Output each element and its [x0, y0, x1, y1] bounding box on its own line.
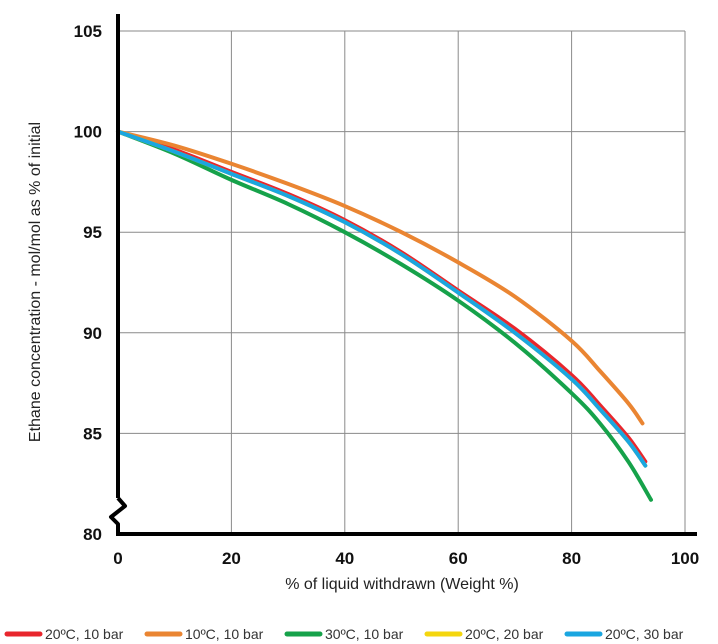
y-tick-label: 95	[83, 223, 102, 242]
y-tick-label: 85	[83, 424, 102, 443]
y-axis-break	[109, 496, 127, 536]
y-tick-label: 90	[83, 324, 102, 343]
y-tick-label: 80	[83, 525, 102, 544]
x-tick-label: 80	[562, 549, 581, 568]
series-line-0	[116, 129, 648, 464]
legend-label-0: 20ºC, 10 bar	[45, 626, 124, 642]
x-tick-label: 40	[335, 549, 354, 568]
tick-labels: 80 85 90 95 100 105 0 20 40 60 80 100	[74, 22, 700, 568]
legend-label-3: 20ºC, 20 bar	[465, 626, 544, 642]
legend-label-4: 20ºC, 30 bar	[605, 626, 684, 642]
x-tick-label: 60	[449, 549, 468, 568]
y-tick-label: 100	[74, 123, 102, 142]
legend-label-1: 10ºC, 10 bar	[185, 626, 264, 642]
x-axis-label: % of liquid withdrawn (Weight %)	[285, 576, 519, 593]
y-axis-label: Ethane concentration - mol/mol as % of i…	[27, 122, 44, 442]
series-line-4	[116, 129, 648, 468]
series-lines	[116, 129, 653, 502]
grid	[118, 30, 686, 534]
axes	[109, 14, 697, 536]
x-tick-label: 20	[222, 549, 241, 568]
series-line-3	[116, 129, 648, 468]
x-tick-label: 100	[671, 549, 699, 568]
series-line-1	[116, 129, 645, 426]
series-line-2	[116, 129, 653, 502]
legend: 20ºC, 10 bar 10ºC, 10 bar 30ºC, 10 bar 20ºC…	[4, 626, 684, 642]
y-tick-label: 105	[74, 22, 102, 41]
legend-label-2: 30ºC, 10 bar	[325, 626, 404, 642]
x-tick-label: 0	[113, 549, 122, 568]
